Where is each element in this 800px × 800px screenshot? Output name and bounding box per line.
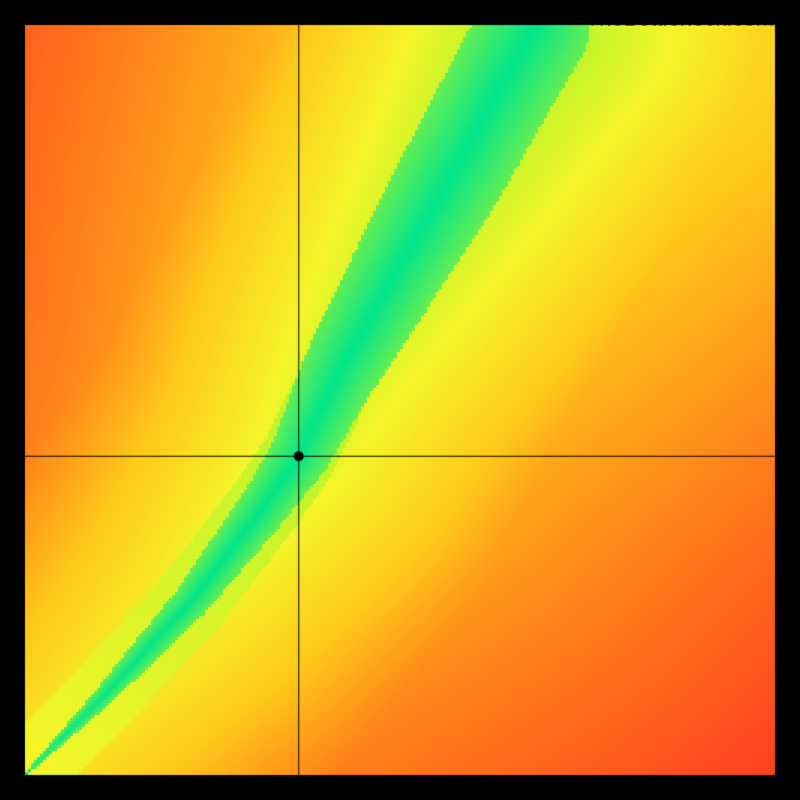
watermark: TheBottleneck.com [586, 6, 774, 32]
chart-container: TheBottleneck.com [0, 0, 800, 800]
heatmap-canvas [0, 0, 800, 800]
